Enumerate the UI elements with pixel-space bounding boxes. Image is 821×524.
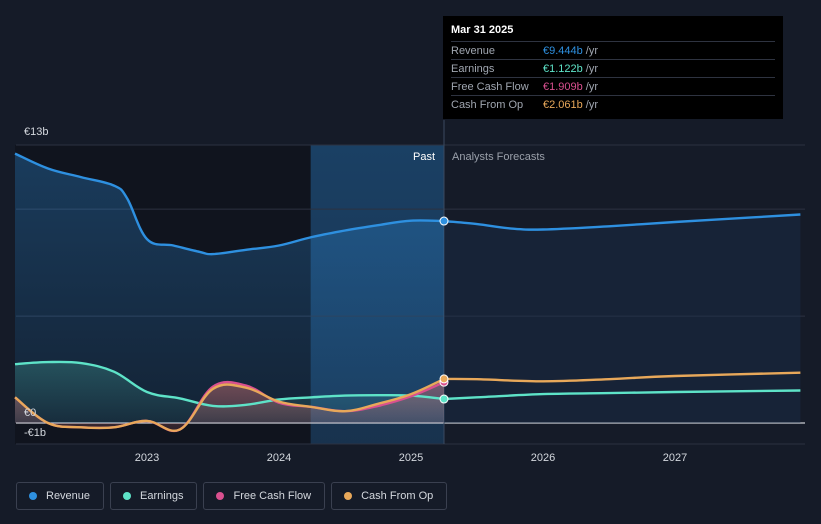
earnings-forecast-line — [443, 389, 801, 401]
legend-label: Revenue — [46, 490, 91, 502]
cash-from-op-marker — [439, 374, 449, 384]
x-tick-label: 2026 — [531, 452, 555, 464]
forecast-label: Analysts Forecasts — [452, 151, 545, 163]
legend-dot-icon — [29, 492, 37, 500]
x-tick-label: 2024 — [267, 452, 291, 464]
tooltip-row-earnings: Earnings €1.122b /yr — [451, 59, 775, 77]
revenue-area — [15, 153, 444, 423]
cash-from-op-line — [14, 377, 445, 432]
tooltip-value: €2.061b — [543, 98, 583, 111]
tooltip-date: Mar 31 2025 — [451, 24, 514, 36]
revenue-forecast-line — [443, 213, 801, 231]
legend-label: Cash From Op — [361, 490, 434, 502]
tooltip-row-free-cash-flow: Free Cash Flow €1.909b /yr — [451, 77, 775, 95]
tooltip-label: Cash From Op — [451, 98, 524, 111]
tooltip-value: €1.122b — [543, 62, 583, 75]
legend-item-free-cash-flow[interactable]: Free Cash Flow — [203, 482, 326, 510]
revenue-marker — [439, 216, 449, 226]
earnings-line — [14, 360, 445, 408]
legend-dot-icon — [123, 492, 132, 500]
legend-label: Free Cash Flow — [233, 490, 312, 502]
x-tick-label: 2023 — [135, 452, 159, 464]
tooltip-row-cash-from-op: Cash From Op €2.061b /yr — [451, 95, 775, 113]
cash-from-op-area — [15, 378, 444, 431]
revenue-forecast-area — [444, 214, 801, 423]
past-label: Past — [413, 151, 435, 163]
tooltip-value: €1.909b — [543, 80, 583, 93]
cash-from-op-forecast-line — [443, 371, 801, 383]
tooltip-value: €9.444b — [543, 44, 583, 57]
tooltip-unit: /yr — [585, 62, 598, 75]
y-tick-label-zero: €0 — [24, 407, 36, 419]
tooltip-unit: /yr — [585, 98, 598, 111]
y-tick-label-bottom: -€1b — [24, 427, 46, 439]
x-tick-label: 2027 — [663, 452, 687, 464]
revenue-line — [14, 152, 445, 256]
x-tick-label: 2025 — [399, 452, 423, 464]
tooltip-unit: /yr — [585, 44, 598, 57]
y-tick-label-top: €13b — [24, 126, 48, 138]
legend-label: Earnings — [140, 490, 184, 502]
legend-item-revenue[interactable]: Revenue — [16, 482, 105, 510]
chart-legend: Revenue Earnings Free Cash Flow Cash Fro… — [16, 482, 448, 510]
tooltip-label: Earnings — [451, 62, 495, 75]
tooltip-unit: /yr — [585, 80, 598, 93]
legend-dot-icon — [344, 492, 353, 500]
earnings-marker — [439, 394, 449, 404]
tooltip-label: Revenue — [451, 44, 496, 57]
legend-item-earnings[interactable]: Earnings — [110, 482, 198, 510]
tooltip-label: Free Cash Flow — [451, 80, 529, 93]
tooltip-panel: Mar 31 2025 Revenue €9.444b /yr Earnings… — [443, 16, 783, 119]
legend-item-cash-from-op[interactable]: Cash From Op — [331, 482, 448, 510]
legend-dot-icon — [216, 492, 225, 500]
tooltip-row-revenue: Revenue €9.444b /yr — [451, 41, 775, 59]
